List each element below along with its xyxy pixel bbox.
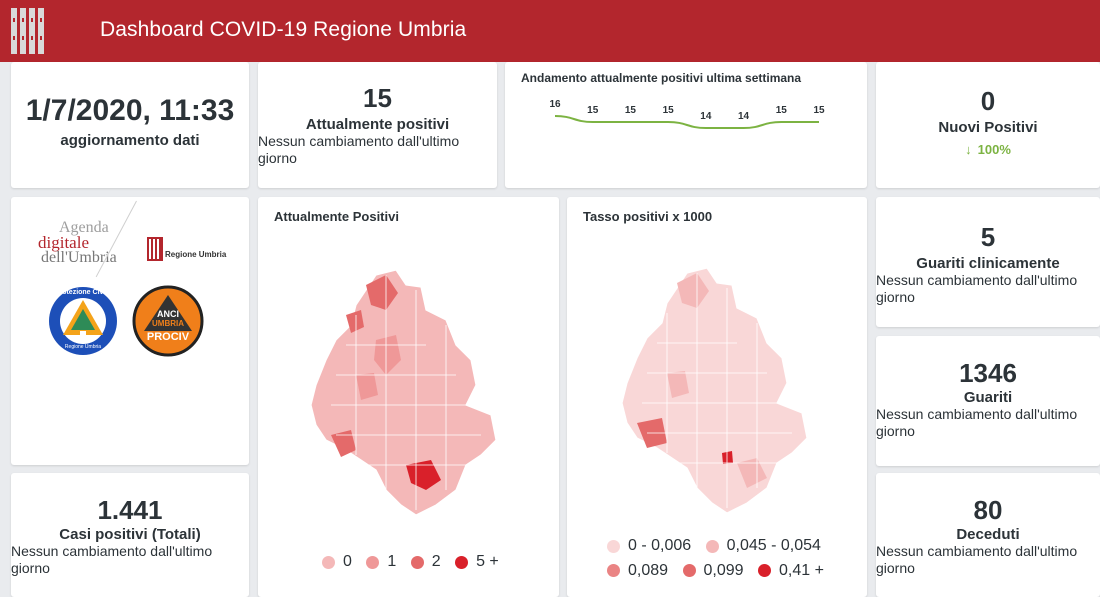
umbria-map-rate[interactable] <box>617 263 817 523</box>
trend-point-label: 16 <box>549 99 561 110</box>
trend-point-label: 15 <box>663 105 675 116</box>
new-positives-change-value: 100% <box>977 142 1011 157</box>
update-card: 1/7/2020, 11:33 aggiornamento dati <box>11 62 249 188</box>
legend-item: 2 <box>410 553 441 571</box>
trend-point-label: 14 <box>700 111 712 122</box>
new-positives-label: Nuovi Positivi <box>938 119 1038 136</box>
update-label: aggiornamento dati <box>60 132 200 149</box>
umbria-map-positives[interactable] <box>306 265 506 525</box>
protezione-civile-sub: Regione Umbria <box>64 344 102 350</box>
total-cases-label: Casi positivi (Totali) <box>59 526 201 543</box>
legend-item: 0,089 <box>607 562 668 580</box>
map-rate-legend: 0 - 0,006 0,045 - 0,054 0,089 0,099 0,41… <box>607 537 857 582</box>
new-positives-card: 0 Nuovi Positivi ↓ 100% <box>876 62 1100 188</box>
trend-sparkline: 16 15 15 15 14 14 15 15 <box>549 99 825 129</box>
update-datetime: 1/7/2020, 11:33 <box>25 94 235 127</box>
healed-card: 1346 Guariti Nessun cambiamento dall'ult… <box>876 336 1100 466</box>
total-cases-note: Nessun cambiamento dall'ultimo giorno <box>11 543 213 576</box>
protezione-civile-logo-icon <box>49 287 117 355</box>
arrow-down-icon: ↓ <box>965 142 972 157</box>
healed-clinical-card: 5 Guariti clinicamente Nessun cambiament… <box>876 197 1100 327</box>
map-rate-title: Tasso positivi x 1000 <box>583 209 713 224</box>
legend-item: 0,045 - 0,054 <box>705 537 821 555</box>
legend-dot <box>682 564 696 577</box>
healed-clinical-note: Nessun cambiamento dall'ultimo giorno <box>876 272 1078 305</box>
new-positives-change: ↓ 100% <box>876 142 1100 157</box>
trend-point-label: 14 <box>738 111 750 122</box>
regione-umbria-logo-icon <box>11 8 44 54</box>
deaths-card: 80 Deceduti Nessun cambiamento dall'ulti… <box>876 473 1100 597</box>
healed-clinical-value: 5 <box>980 222 996 252</box>
deaths-note: Nessun cambiamento dall'ultimo giorno <box>876 543 1078 576</box>
regione-umbria-small-logo-icon <box>147 237 163 261</box>
legend-item: 1 <box>366 553 396 571</box>
legend-dot <box>322 555 335 569</box>
protezione-civile-label: Protezione Civile <box>54 289 112 296</box>
regione-umbria-label: Regione Umbria <box>165 250 227 259</box>
anci-umbria-prociv-logo-icon <box>132 285 204 357</box>
anci-label: ANCI UMBRIA PROCIV <box>146 309 190 343</box>
new-positives-value: 0 <box>980 86 996 116</box>
logos-card: Agenda digitale dell'Umbria Regione Umbr… <box>11 197 249 465</box>
map-positives-legend: 0 1 2 5 + <box>322 553 509 574</box>
top-bar: Dashboard COVID-19 Regione Umbria <box>0 0 1100 62</box>
deaths-label: Deceduti <box>956 526 1020 543</box>
trend-line <box>554 115 819 129</box>
legend-dot <box>607 539 620 553</box>
healed-note: Nessun cambiamento dall'ultimo giorno <box>876 406 1078 439</box>
legend-item: 0 - 0,006 <box>607 537 691 555</box>
legend-item: 0 <box>322 553 352 571</box>
positives-now-note: Nessun cambiamento dall'ultimo giorno <box>258 133 460 166</box>
healed-clinical-label: Guariti clinicamente <box>916 255 1060 272</box>
trend-point-label: 15 <box>813 105 825 116</box>
total-cases-card: 1.441 Casi positivi (Totali) Nessun camb… <box>11 473 249 597</box>
legend-dot <box>607 564 620 577</box>
positives-now-value: 15 <box>363 83 392 113</box>
legend-dot <box>758 564 771 577</box>
total-cases-value: 1.441 <box>97 495 163 525</box>
trend-point-label: 15 <box>776 105 788 116</box>
legend-dot <box>705 539 719 553</box>
legend-item: 5 + <box>455 553 499 571</box>
trend-point-label: 15 <box>587 105 599 116</box>
trend-title: Andamento attualmente positivi ultima se… <box>521 71 802 85</box>
trend-card: Andamento attualmente positivi ultima se… <box>505 62 867 188</box>
legend-item: 0,099 <box>682 562 744 580</box>
legend-dot <box>410 555 424 569</box>
deaths-value: 80 <box>973 495 1003 525</box>
page-title: Dashboard COVID-19 Regione Umbria <box>100 18 467 41</box>
legend-item: 0,41 + <box>758 562 824 580</box>
healed-label: Guariti <box>963 389 1013 406</box>
healed-value: 1346 <box>959 358 1017 388</box>
legend-dot <box>366 555 380 569</box>
map-positives-card: Attualmente Positivi 0 1 2 5 + <box>258 197 559 597</box>
map-positives-title: Attualmente Positivi <box>274 209 399 224</box>
positives-now-card: 15 Attualmente positivi Nessun cambiamen… <box>258 62 497 188</box>
trend-point-label: 15 <box>625 105 637 116</box>
legend-dot <box>455 555 469 569</box>
map-rate-card: Tasso positivi x 1000 0 - 0,006 0,045 - … <box>567 197 867 597</box>
positives-now-label: Attualmente positivi <box>305 116 450 133</box>
agenda-digitale-logo: Agenda digitale dell'Umbria <box>38 219 117 266</box>
